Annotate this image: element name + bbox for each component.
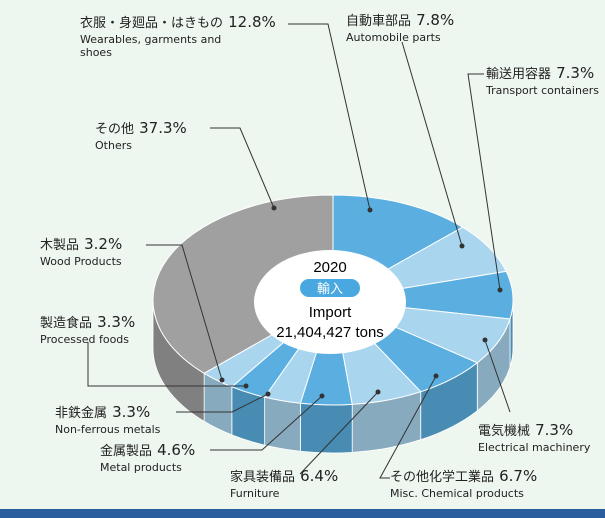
leader-dot [243,383,249,389]
leader-dot [219,377,225,383]
bottom-bar [0,509,605,518]
category-label: 木製品 [40,238,80,253]
category-label-en: Misc. Chemical products [390,487,524,500]
leader-line [210,127,275,209]
category-label: その他 [95,122,135,137]
value-label: 7.3% [556,64,595,82]
leader-line [467,73,501,291]
category-label: 家具装備品 [230,470,296,485]
leader-dot [459,243,465,249]
leader-dot [497,287,503,293]
value-label: 3.3% [112,403,151,421]
value-label: 3.3% [97,313,136,331]
category-label: 非鉄金属 [55,406,108,421]
center-hole [254,250,406,354]
slice-side [299,402,353,454]
value-label: 37.3% [139,119,187,137]
value-label: 6.7% [499,467,538,485]
leader-line [210,395,323,451]
slice-label: 衣服・身廻品・はきもの 12.8% Wearables, garments and… [80,12,276,59]
category-label: 製造食品 [40,316,93,331]
center-badge: 輸入 [317,282,343,297]
category-label: その他化学工業品 [390,470,495,485]
slice-label: 電気機械 7.3% Electrical machinery [478,420,605,454]
leader-line [299,391,379,475]
leader-line [146,244,223,381]
category-label-en: Electrical machinery [478,441,591,454]
value-label: 7.8% [416,11,455,29]
slice [152,194,334,374]
center-year: 2020 [313,259,346,276]
leader-dot [375,389,381,395]
category-label: 金属製品 [100,444,153,459]
slice-label: その他 37.3% Others [95,118,225,152]
value-label: 3.2% [84,235,123,253]
value-label: 4.6% [157,441,196,459]
slice-label: 木製品 3.2% Wood Products [40,234,180,268]
category-label-en: Others [95,139,132,152]
category-label-en: Transport containers [486,84,599,97]
slice-label: 非鉄金属 3.3% Non-ferrous metals [55,402,185,436]
slice-label: 家具装備品 6.4% Furniture [230,466,350,500]
leader-line [87,342,246,387]
leader-dot [265,391,271,397]
category-label-en: Wood Products [40,255,122,268]
category-label-en: Processed foods [40,333,130,346]
slice-label: 製造食品 3.3% Processed foods [40,312,180,346]
category-label-en: Non-ferrous metals [55,423,161,436]
leader-line [176,393,269,413]
value-label: 12.8% [228,13,276,31]
category-label: 衣服・身廻品・はきもの [80,16,224,31]
slice-label: その他化学工業品 6.7% Misc. Chemical products [390,466,550,500]
center-badge-bg [300,279,360,297]
category-label-en: Automobile parts [346,31,441,44]
leader-dot [433,373,439,379]
center-title: Import [309,304,352,321]
leader-line [484,339,511,413]
value-label: 7.3% [535,421,574,439]
category-label-en: Wearables, garments and shoes [80,33,222,59]
leader-dot [367,207,373,213]
category-label-en: Metal products [100,461,182,474]
slice-label: 輸送用容器 7.3% Transport containers [486,63,605,97]
leader-dot [482,337,488,343]
leader-dot [319,393,325,399]
value-label: 6.4% [300,467,339,485]
slice-label: 自動車部品 7.8% Automobile parts [346,10,486,44]
leader-line [288,23,371,211]
center-total: 21,404,427 tons [276,324,384,341]
leader-dot [271,205,277,211]
category-label: 輸送用容器 [486,67,552,82]
category-label-en: Furniture [230,487,280,500]
category-label: 電気機械 [478,424,531,439]
leader-line [401,41,463,247]
category-label: 自動車部品 [346,14,412,29]
leader-line [379,375,437,479]
slice-label: 金属製品 4.6% Metal products [100,440,220,474]
